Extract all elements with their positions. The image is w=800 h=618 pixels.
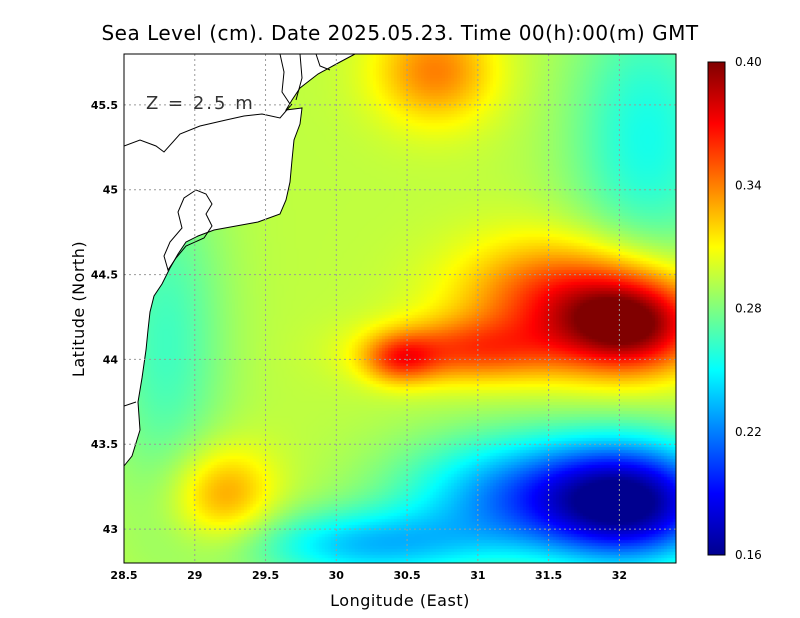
- chart-title: Sea Level (cm). Date 2025.05.23. Time 00…: [101, 21, 698, 45]
- x-axis-ticks: 28.5 29 29.5 30 30.5 31 31.5 32: [110, 569, 627, 582]
- y-tick-label: 44: [103, 353, 119, 366]
- colorbar-tick-label: 0.40: [735, 55, 762, 69]
- coastline: [124, 54, 356, 467]
- x-tick-label: 29.5: [252, 569, 279, 582]
- colorbar-tick-label: 0.28: [735, 302, 762, 316]
- x-tick-label: 28.5: [110, 569, 137, 582]
- x-axis-label: Longitude (East): [330, 591, 470, 610]
- lagoon-outline: [163, 189, 213, 272]
- x-tick-label: 30.5: [394, 569, 421, 582]
- inland-border: [124, 103, 293, 153]
- y-tick-label: 45: [103, 184, 118, 197]
- colorbar: [707, 61, 726, 556]
- colorbar-tick-label: 0.22: [735, 425, 762, 439]
- plot-frame: [123, 53, 677, 564]
- colorbar-tick-label: 0.16: [735, 548, 762, 562]
- y-tick-label: 43.5: [91, 438, 118, 451]
- depth-label: Z = 2.5 m: [146, 93, 255, 114]
- x-tick-label: 32: [612, 569, 627, 582]
- y-axis-ticks: 43 43.5 44 44.5 45 45.5: [91, 99, 118, 536]
- x-tick-label: 31: [470, 569, 485, 582]
- x-tick-label: 30: [329, 569, 345, 582]
- danube-delta: [279, 54, 331, 105]
- y-tick-label: 43: [103, 523, 118, 536]
- colorbar-tick-label: 0.34: [735, 178, 762, 192]
- heatmap-field: [124, 54, 676, 563]
- land-mask: [124, 54, 355, 466]
- southern-border: [124, 401, 137, 407]
- x-tick-label: 29: [187, 569, 202, 582]
- x-tick-label: 31.5: [535, 569, 562, 582]
- grid-lines: [124, 54, 676, 563]
- y-tick-label: 45.5: [91, 99, 118, 112]
- y-axis-label: Latitude (North): [69, 241, 88, 377]
- y-tick-label: 44.5: [91, 269, 118, 282]
- colorbar-labels: 0.16 0.22 0.28 0.34 0.40: [735, 55, 762, 562]
